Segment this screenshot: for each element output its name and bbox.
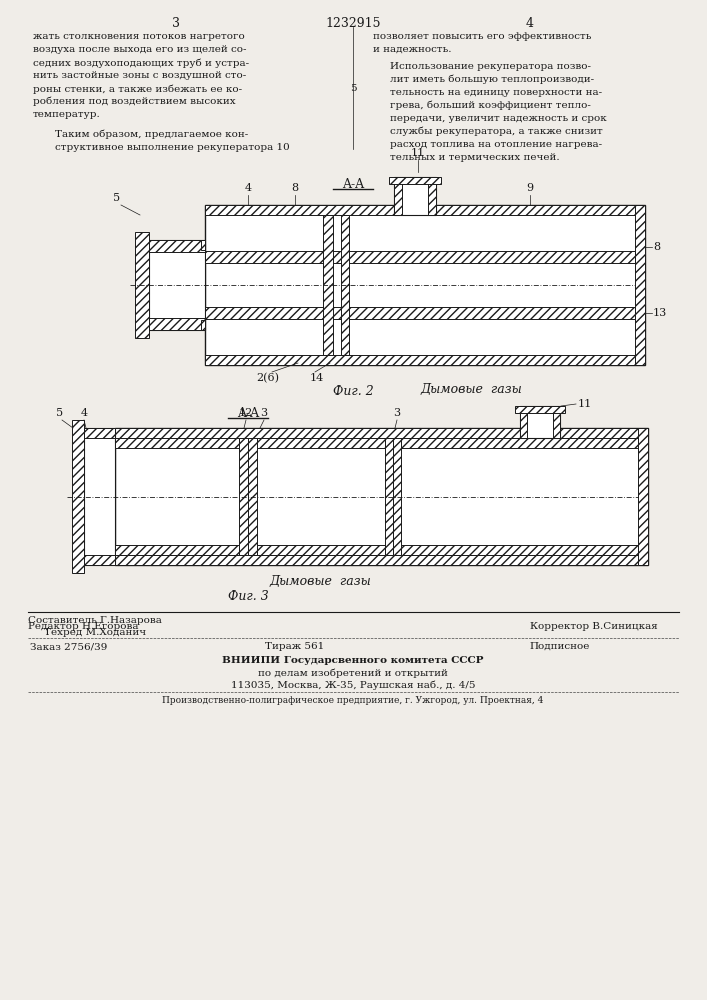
Bar (84, 428, 115, 565)
Text: 8: 8 (291, 183, 298, 193)
Text: 4: 4 (245, 183, 252, 193)
Bar (394, 177, 436, 215)
Text: Использование рекуператора позво-: Использование рекуператора позво- (390, 62, 591, 71)
Text: Фиг. 2: Фиг. 2 (332, 385, 373, 398)
Text: роны стенки, а также избежать ее ко-: роны стенки, а также избежать ее ко- (33, 84, 242, 94)
Text: тельных и термических печей.: тельных и термических печей. (390, 153, 560, 162)
Bar (520, 406, 527, 438)
Text: седних воздухоподающих труб и устра-: седних воздухоподающих труб и устра- (33, 58, 249, 68)
Bar (389, 177, 441, 184)
Text: Редактор Н.Егорова: Редактор Н.Егорова (28, 622, 139, 631)
Text: Тираж 561: Тираж 561 (265, 642, 325, 651)
Bar (205, 205, 635, 215)
Bar (553, 406, 560, 438)
Text: 2(6): 2(6) (257, 373, 279, 383)
Bar (428, 177, 436, 215)
Bar (72, 420, 84, 573)
Bar (385, 438, 393, 555)
Text: 3: 3 (260, 408, 267, 418)
Text: Таким образом, предлагаемое кон-: Таким образом, предлагаемое кон- (55, 129, 248, 139)
Text: 5: 5 (57, 408, 64, 418)
Bar (635, 205, 645, 365)
Text: 4: 4 (81, 408, 88, 418)
Text: 9: 9 (527, 183, 534, 193)
Text: 11: 11 (578, 399, 592, 409)
Bar (394, 177, 402, 215)
Text: 5: 5 (113, 193, 121, 203)
Text: 3: 3 (393, 408, 401, 418)
Text: передачи, увеличит надежность и срок: передачи, увеличит надежность и срок (390, 114, 607, 123)
Bar (257, 438, 385, 448)
Bar (248, 438, 257, 555)
Text: 5: 5 (350, 84, 356, 93)
Text: Подписное: Подписное (530, 642, 590, 651)
Text: робления под воздействием высоких: робления под воздействием высоких (33, 97, 235, 106)
Text: структивное выполнение рекуператора 10: структивное выполнение рекуператора 10 (55, 142, 290, 151)
Bar (84, 555, 115, 565)
Bar (115, 428, 648, 565)
Bar (201, 320, 205, 330)
Bar (205, 307, 635, 319)
Bar (638, 428, 648, 565)
Text: Фиг. 3: Фиг. 3 (228, 590, 269, 603)
Bar (341, 215, 349, 355)
Text: ВНИИПИ Государсвенного комитета СССР: ВНИИПИ Государсвенного комитета СССР (222, 656, 484, 665)
Text: жать столкновения потоков нагретого: жать столкновения потоков нагретого (33, 32, 245, 41)
Bar (115, 545, 239, 555)
Text: 12: 12 (239, 408, 253, 418)
Bar (149, 240, 205, 252)
Text: 14: 14 (310, 373, 325, 383)
Text: Составитель Г.Назарова: Составитель Г.Назарова (28, 616, 162, 625)
Text: расход топлива на отопление нагрева-: расход топлива на отопление нагрева- (390, 140, 602, 149)
Text: тельность на единицу поверхности на-: тельность на единицу поверхности на- (390, 88, 602, 97)
Text: 11: 11 (411, 148, 425, 158)
Text: 113035, Москва, Ж-35, Раушская наб., д. 4/5: 113035, Москва, Ж-35, Раушская наб., д. … (230, 680, 475, 690)
Bar (84, 428, 115, 438)
Text: 3: 3 (172, 17, 180, 30)
Text: нить застойные зоны с воздушной сто-: нить застойные зоны с воздушной сто- (33, 71, 246, 80)
Text: по делам изобретений и открытий: по делам изобретений и открытий (258, 668, 448, 678)
Bar (149, 318, 205, 330)
Text: температур.: температур. (33, 110, 101, 119)
Text: 1232915: 1232915 (325, 17, 381, 30)
Text: Дымовые  газы: Дымовые газы (420, 383, 522, 396)
Bar (393, 438, 401, 555)
Bar (257, 545, 385, 555)
Bar (201, 240, 205, 250)
Text: лит иметь большую теплопроизводи-: лит иметь большую теплопроизводи- (390, 75, 594, 84)
Bar (239, 438, 248, 555)
Bar (520, 406, 560, 438)
Bar (205, 355, 635, 365)
Text: A-A: A-A (237, 407, 259, 420)
Text: воздуха после выхода его из щелей со-: воздуха после выхода его из щелей со- (33, 45, 247, 54)
Bar (115, 428, 648, 438)
Bar (115, 555, 648, 565)
Text: грева, больший коэффициент тепло-: грева, больший коэффициент тепло- (390, 101, 591, 110)
Text: A-A: A-A (342, 178, 364, 191)
Bar (515, 406, 565, 413)
Text: 4: 4 (526, 17, 534, 30)
Text: 8: 8 (653, 242, 660, 252)
Bar (401, 545, 638, 555)
Text: позволяет повысить его эффективность: позволяет повысить его эффективность (373, 32, 591, 41)
Text: Техред М.Ходанич: Техред М.Ходанич (44, 628, 146, 637)
Text: 13: 13 (653, 308, 667, 318)
Text: Заказ 2756/39: Заказ 2756/39 (30, 642, 107, 651)
Bar (205, 251, 635, 263)
Text: Производственно-полиграфическое предприятие, г. Ужгород, ул. Проектная, 4: Производственно-полиграфическое предприя… (163, 696, 544, 705)
Text: Корректор В.Синицкая: Корректор В.Синицкая (530, 622, 658, 631)
Text: и надежность.: и надежность. (373, 45, 452, 54)
Bar (149, 240, 205, 330)
Text: Дымовые  газы: Дымовые газы (269, 575, 371, 588)
Bar (401, 438, 638, 448)
Bar (323, 215, 333, 355)
Bar (115, 438, 239, 448)
Bar (205, 205, 645, 365)
Bar (135, 232, 149, 338)
Text: службы рекуператора, а также снизит: службы рекуператора, а также снизит (390, 127, 603, 136)
